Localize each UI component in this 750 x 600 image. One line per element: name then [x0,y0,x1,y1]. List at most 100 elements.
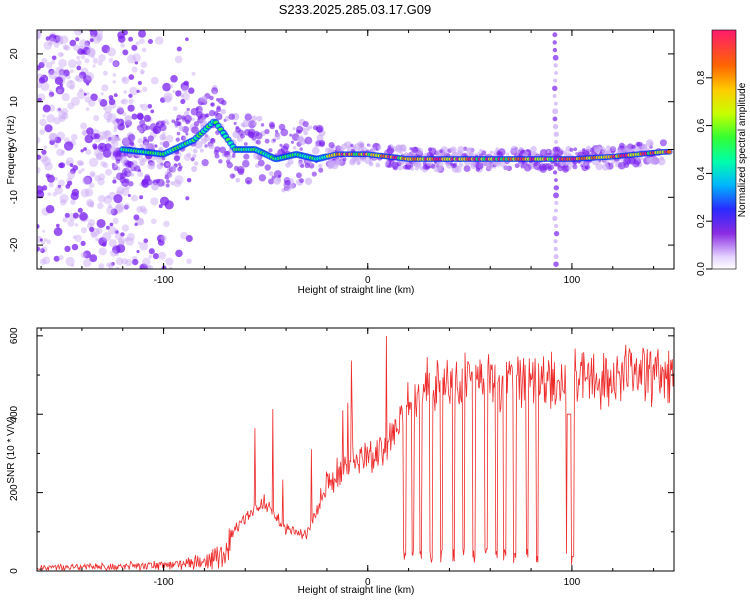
spectrogram-cell [57,88,62,94]
spectrogram-cell [136,112,144,120]
spectrogram-cell [92,143,98,149]
spectrogram-artifact-cell [553,192,559,199]
spectrogram-cell [185,235,193,243]
spectrogram-artifact-cell [552,32,558,38]
spectrogram-cell [105,137,111,143]
spectrogram-cell [74,223,79,227]
spectrogram-cell [39,258,47,265]
spectrogram-cell [58,68,65,75]
spectrogram-cell [156,178,161,183]
spectrogram-cell [86,92,90,96]
spectrogram-cell [302,121,309,128]
spectrogram-cell [40,248,45,254]
spectrogram-cell [235,127,241,133]
spectrogram-cell [108,57,114,63]
spectrogram-cell [94,175,101,182]
spectrogram-artifact-cell [552,94,557,98]
spectrogram-cell [155,122,160,126]
spectrogram-cell [55,66,65,76]
spectrogram-cell [155,36,164,45]
spectrogram-cell [120,187,130,197]
spectrogram-cell [41,57,48,64]
spectrogram-cell [67,219,75,227]
spectrogram-cell [88,157,99,167]
spectrogram-cell [134,61,139,65]
spectrogram-cell [136,89,140,93]
spectrogram-cell [113,176,117,180]
spectrogram-cell [111,262,115,266]
y-tick-label: 0 [9,146,20,152]
spectrogram-cell [101,44,111,54]
spectrogram-cell [595,148,599,152]
spectrogram-cell [151,218,157,225]
spectrogram-cell [84,96,92,103]
spectrogram-cell [140,61,148,68]
spectrogram-cell [251,115,258,122]
spectrogram-cell [510,145,519,154]
spectrogram-cell [191,126,199,134]
spectrogram-cell [119,156,128,164]
spectrogram-cell [656,160,661,164]
spectrogram-cell [59,199,67,206]
spectrogram-cell [139,143,144,149]
spectrogram-cell [71,188,80,197]
spectrogram-artifact-cell [552,146,559,153]
spectrogram-cell [115,118,120,123]
spectrogram-artifact-cell [552,47,558,53]
colorbar-tick-label: 0.6 [696,118,707,132]
colorbar-tick-label: 0.8 [696,70,707,84]
spectrogram-cell [410,166,415,171]
spectrogram-cell [435,161,441,166]
spectrogram-cell [172,106,178,111]
spectrogram-cell [101,242,107,247]
spectrogram-cell [90,204,94,208]
spectrogram-cell [86,47,96,58]
spectrogram-cell [277,174,282,178]
spectrogram-cell [147,38,153,45]
spectrogram-cell [100,92,104,96]
spectrogram-cell [148,248,155,255]
spectrogram-cell [386,148,394,155]
spectrogram-artifact-cell [553,185,560,191]
spectrogram-cell [318,163,323,169]
spectrogram-cell [402,164,408,170]
spectrogram-cell [178,125,185,132]
spectrogram-cell [48,182,54,188]
spectrogram-artifact-cell [552,170,558,175]
spectrogram-cell [364,157,372,165]
spectrogram-artifact-cell [554,208,558,213]
spectrogram-cell [37,246,41,252]
spectrogram-cell [137,80,142,86]
snr-panel: -100 0 100 0 200 400 600 Height of straight l… [6,327,675,596]
spectrogram-cell [88,182,95,189]
spectrogram-cell [54,186,63,195]
y-tick-label: 600 [9,327,20,344]
spectrogram-cell [90,231,98,239]
spectrogram-cell [642,144,647,150]
spectrogram-cell [117,152,122,157]
spectrogram-artifact-cell [553,261,559,267]
spectrogram-cell [102,70,108,76]
snr-y-ticks: 0 200 400 600 [9,327,674,574]
spectrogram-cell [126,233,135,242]
spectrogram-cell [174,175,184,185]
spectrogram-cell [162,140,170,148]
spectrogram-cell [395,145,403,153]
spectrogram-cell [131,194,139,202]
spectrogram-y-ticks: -20 -10 0 10 20 [9,48,674,252]
spectrogram-cell [305,126,311,132]
spectrogram-cell [41,185,48,191]
spectrogram-cell [61,112,69,120]
spectrogram-cell [139,69,145,74]
spectrogram-cell [103,111,113,121]
spectrogram-cell [118,238,125,246]
spectrogram-cell [506,152,510,156]
spectrogram-cell [95,152,104,161]
spectrogram-cell [514,163,520,169]
spectrogram-cell [65,256,75,267]
spectrogram-cell [169,84,174,89]
spectrogram-cell [127,104,135,112]
spectrogram-cell [147,161,156,170]
spectrogram-cell [120,99,126,105]
spectrogram-cell [296,172,302,179]
